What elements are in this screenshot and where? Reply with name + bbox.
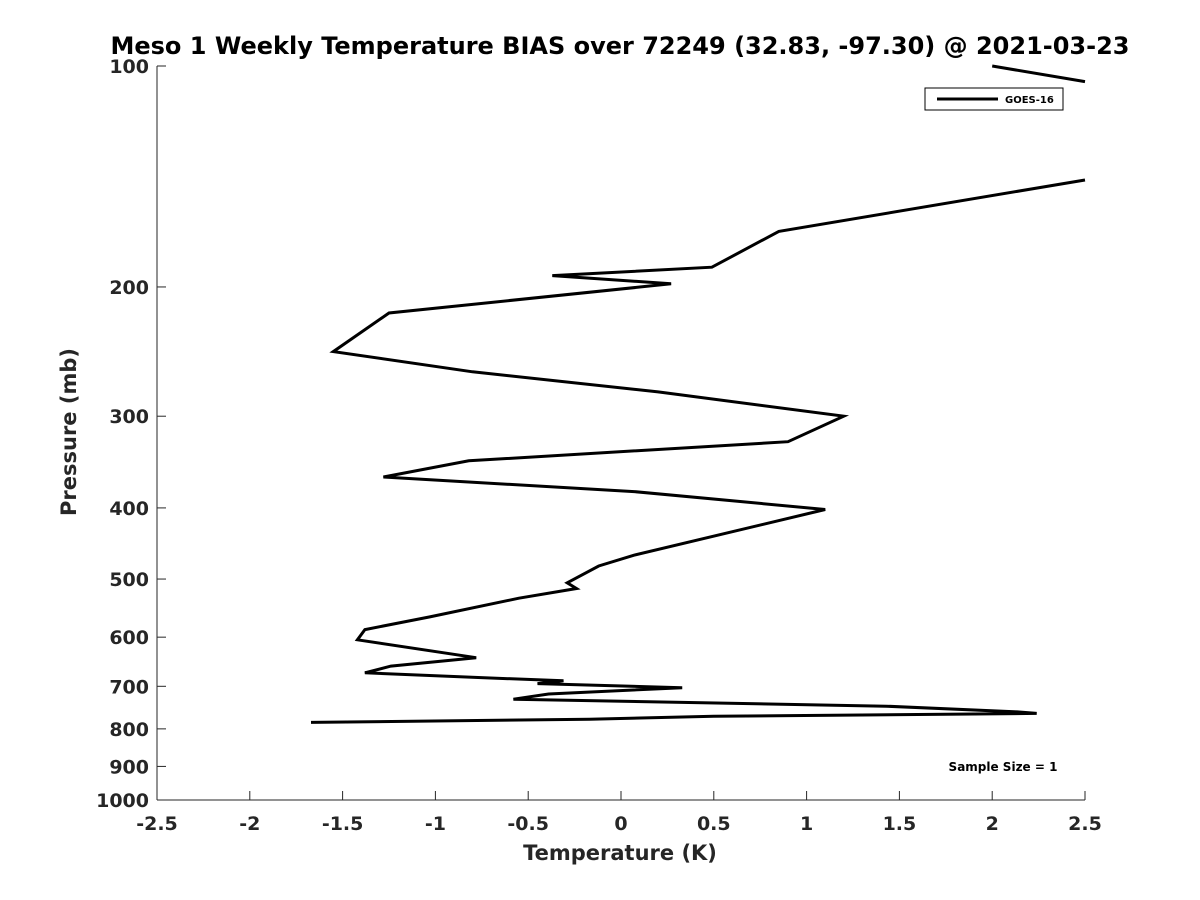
y-tick-label: 500 (109, 569, 149, 591)
series-line-goes-16 (310, 178, 1086, 724)
x-tick-label: -1 (425, 813, 446, 835)
legend-label-goes-16: GOES-16 (1005, 95, 1054, 106)
x-tick-label: -1.5 (322, 813, 364, 835)
y-tick-label: 600 (109, 627, 149, 649)
x-tick-label: -2 (239, 813, 260, 835)
y-tick-label: 400 (109, 498, 149, 520)
y-tick-label: 700 (109, 676, 149, 698)
x-tick-label: 1.5 (883, 813, 917, 835)
sample-size-annotation: Sample Size = 1 (949, 760, 1058, 774)
chart-title: Meso 1 Weekly Temperature BIAS over 7224… (110, 32, 1129, 60)
y-tick-label: 200 (109, 277, 149, 299)
series-line-goes-16 (991, 64, 1086, 84)
x-tick-label: 2.5 (1068, 813, 1102, 835)
x-tick-label: 0.5 (697, 813, 731, 835)
y-tick-label: 800 (109, 719, 149, 741)
x-tick-label: -0.5 (507, 813, 549, 835)
y-tick-label: 900 (109, 756, 149, 778)
x-tick-label: 1 (800, 813, 813, 835)
y-tick-label: 1000 (96, 790, 149, 812)
y-tick-label: 100 (109, 56, 149, 78)
plot-area: -2.5 -2 -1.5 -1 -0.5 0 0.5 1 1.5 2 2.5 100 200 300 400… (96, 56, 1102, 835)
x-axis-label: Temperature (K) (523, 841, 717, 865)
legend: GOES-16 (924, 87, 1064, 111)
y-tick-label: 300 (109, 406, 149, 428)
y-axis-label: Pressure (mb) (57, 348, 81, 516)
x-tick-label: 2 (986, 813, 999, 835)
x-tick-label: 0 (614, 813, 627, 835)
x-tick-label: -2.5 (136, 813, 178, 835)
